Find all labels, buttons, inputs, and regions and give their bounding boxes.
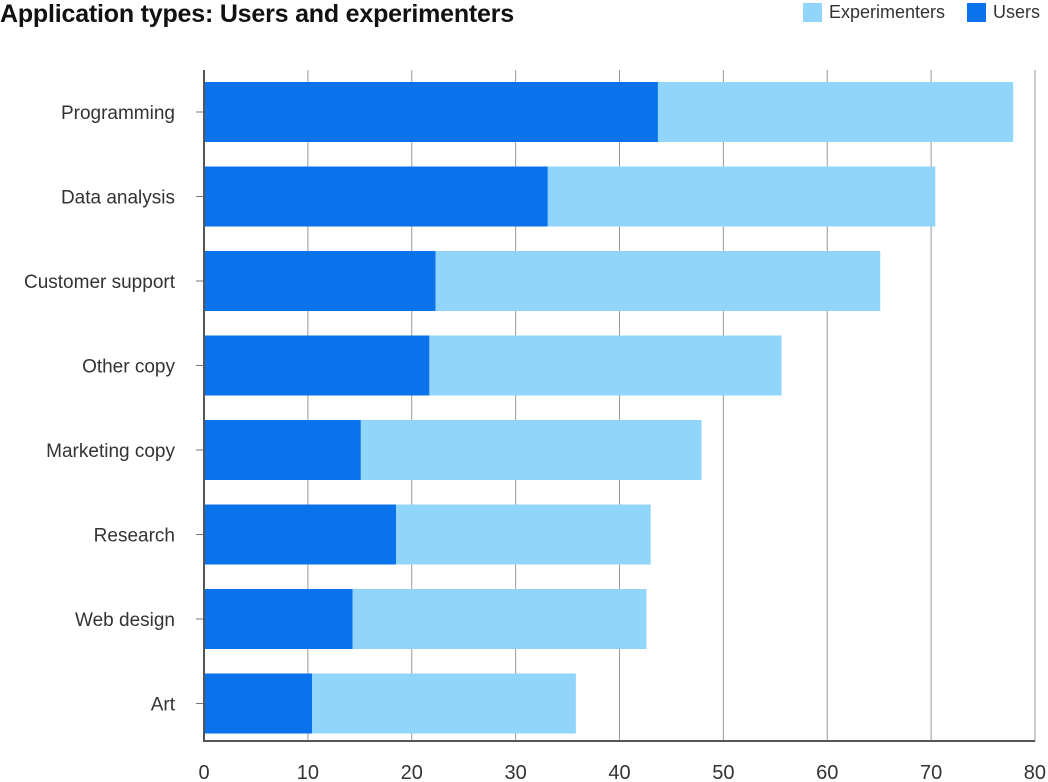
bar-experimenters-programming: [657, 82, 1014, 142]
x-tick-label-0: 0: [198, 762, 209, 782]
bar-experimenters-web-design: [352, 589, 647, 649]
x-tick-label-20: 20: [401, 762, 423, 782]
bar-experimenters-marketing-copy: [360, 420, 702, 480]
legend-label-users: Users: [992, 2, 1040, 22]
bar-users-data-analysis: [204, 166, 548, 227]
legend-swatch-experimenters: [802, 3, 822, 22]
category-label-art: Art: [151, 695, 176, 716]
legend-label-experimenters: Experimenters: [828, 2, 945, 22]
category-label-research: Research: [94, 526, 175, 547]
bar-users-other-copy: [204, 335, 430, 396]
x-tick-label-50: 50: [712, 762, 734, 782]
bar-experimenters-research: [396, 504, 651, 565]
bar-experimenters-other-copy: [429, 335, 782, 396]
category-label-marketing-copy: Marketing copy: [46, 441, 175, 462]
x-tick-label-40: 40: [608, 762, 630, 782]
x-tick-label-80: 80: [1024, 762, 1046, 782]
bar-users-customer-support: [204, 251, 436, 311]
category-label-data-analysis: Data analysis: [61, 188, 175, 209]
bar-users-art: [204, 673, 313, 734]
x-tick-label-30: 30: [505, 762, 527, 782]
category-label-web-design: Web design: [75, 610, 175, 631]
category-label-programming: Programming: [61, 103, 175, 124]
chart-legend: Experimenters Users: [781, 2, 1040, 23]
bar-users-web-design: [204, 589, 353, 649]
x-tick-label-60: 60: [816, 762, 838, 782]
x-tick-label-70: 70: [920, 762, 942, 782]
category-label-other-copy: Other copy: [82, 357, 175, 378]
chart-title: Application types: Users and experimente…: [0, 0, 514, 28]
x-tick-label-10: 10: [297, 762, 319, 782]
bar-experimenters-customer-support: [435, 251, 881, 311]
bar-users-marketing-copy: [204, 420, 361, 480]
legend-item-experimenters: Experimenters: [802, 2, 945, 23]
bar-experimenters-data-analysis: [547, 166, 936, 227]
legend-swatch-users: [966, 3, 986, 22]
legend-item-users: Users: [966, 2, 1040, 23]
bar-users-research: [204, 504, 397, 565]
bar-experimenters-art: [312, 673, 576, 734]
bar-users-programming: [204, 82, 658, 142]
category-label-customer-support: Customer support: [24, 272, 176, 293]
